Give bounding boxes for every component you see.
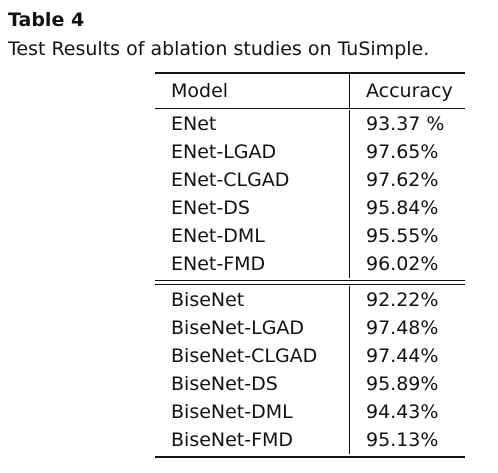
table-row: BiseNet-DML 94.43% [155,398,465,426]
table-row: BiseNet 92.22% [155,286,465,314]
header-row: Model Accuracy [155,74,465,108]
accuracy-cell: 97.65% [366,141,439,163]
table-row: ENet-DML 95.55% [155,222,465,250]
group-rule-upper [155,280,465,281]
table-row: ENet-FMD 96.02% [155,250,465,278]
model-cell: ENet [171,113,217,135]
model-cell: ENet-CLGAD [171,169,290,191]
column-divider [349,74,350,108]
bottom-rule [155,456,465,458]
table-label: Table 4 [8,9,85,31]
model-cell: ENet-LGAD [171,141,277,163]
accuracy-cell: 97.44% [366,345,439,367]
accuracy-cell: 93.37 % [366,113,445,135]
column-divider [349,398,350,426]
accuracy-cell: 92.22% [366,289,439,311]
accuracy-cell: 95.84% [366,197,439,219]
column-divider [349,138,350,166]
group-rule-lower [155,284,465,285]
column-divider [349,342,350,370]
bisenet-group: BiseNet 92.22% BiseNet-LGAD 97.48% BiseN… [155,285,465,456]
column-divider [349,166,350,194]
model-cell: BiseNet [171,289,245,311]
accuracy-cell: 95.55% [366,225,439,247]
column-divider [349,370,350,398]
model-cell: ENet-DS [171,197,250,219]
table-row: BiseNet-DS 95.89% [155,370,465,398]
column-divider [349,222,350,250]
header-rule [155,108,465,109]
model-cell: ENet-DML [171,225,265,247]
accuracy-cell: 95.13% [366,429,439,451]
enet-group: ENet 93.37 % ENet-LGAD 97.65% ENet-CLGAD… [155,109,465,280]
model-cell: BiseNet-DS [171,373,278,395]
top-rule [155,72,465,74]
table-row: BiseNet-LGAD 97.48% [155,314,465,342]
table-row: ENet-DS 95.84% [155,194,465,222]
table-row: ENet-CLGAD 97.62% [155,166,465,194]
column-divider [349,286,350,314]
table-caption: Test Results of ablation studies on TuSi… [8,38,430,60]
column-divider [349,250,350,278]
model-cell: ENet-FMD [171,253,266,275]
table-row: ENet-LGAD 97.65% [155,138,465,166]
accuracy-cell: 97.48% [366,317,439,339]
table-row: BiseNet-CLGAD 97.44% [155,342,465,370]
table-row: ENet 93.37 % [155,110,465,138]
accuracy-cell: 95.89% [366,373,439,395]
results-table: Model Accuracy ENet 93.37 % ENet-LGAD 97… [155,72,465,458]
header-accuracy: Accuracy [366,80,453,102]
column-divider [349,110,350,138]
column-divider [349,194,350,222]
model-cell: BiseNet-CLGAD [171,345,318,367]
accuracy-cell: 97.62% [366,169,439,191]
accuracy-cell: 94.43% [366,401,439,423]
model-cell: BiseNet-DML [171,401,293,423]
accuracy-cell: 96.02% [366,253,439,275]
header-model: Model [171,80,229,102]
model-cell: BiseNet-LGAD [171,317,305,339]
column-divider [349,426,350,454]
model-cell: BiseNet-FMD [171,429,294,451]
table-row: BiseNet-FMD 95.13% [155,426,465,454]
column-divider [349,314,350,342]
